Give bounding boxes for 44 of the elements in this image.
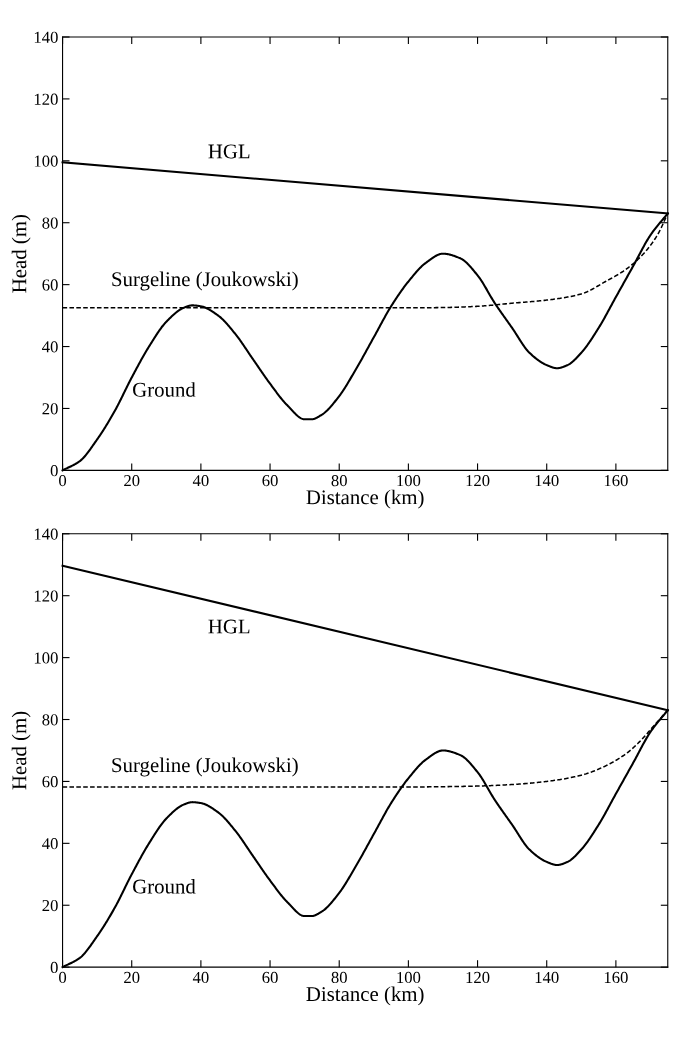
x-tick-label: 160 [604, 971, 628, 984]
annotation: Ground [133, 382, 196, 397]
y-tick-label: 80 [42, 217, 58, 229]
y-tick-label: 40 [42, 341, 58, 353]
annotation: Ground [133, 878, 196, 894]
y-tick-label: 120 [34, 590, 58, 602]
y-tick-label: 100 [34, 155, 58, 167]
x-tick-label: 20 [124, 971, 140, 984]
y-axis-title: Head (m) [11, 711, 31, 790]
y-tick-label: 0 [50, 465, 58, 477]
x-tick-label: 60 [262, 475, 278, 487]
x-tick-label: 20 [124, 475, 140, 487]
x-tick-label: 60 [262, 971, 278, 984]
y-tick-label: 120 [34, 93, 58, 105]
x-tick-label: 40 [192, 971, 209, 984]
y-axis-title: Head (m) [11, 214, 31, 293]
x-tick-label: 140 [535, 475, 559, 487]
annotation: HGL [208, 144, 250, 159]
x-tick-label: 100 [397, 971, 421, 984]
annotation: Surgeline (Joukowski) [112, 271, 298, 291]
y-tick-label: 0 [50, 961, 58, 974]
y-tick-label: 140 [34, 31, 58, 43]
x-tick-label: 40 [192, 475, 209, 487]
x-tick-label: 120 [466, 475, 490, 487]
x-tick-label: 0 [59, 971, 67, 984]
y-tick-label: 60 [42, 279, 58, 291]
x-tick-label: 100 [397, 475, 421, 487]
y-tick-label: 80 [42, 714, 58, 726]
y-tick-label: 60 [42, 776, 58, 788]
x-axis-title: Distance (km) [306, 489, 424, 509]
y-tick-label: 40 [42, 838, 58, 850]
x-tick-label: 80 [331, 971, 347, 984]
x-axis-title: Distance (km) [306, 986, 424, 1006]
x-tick-label: 0 [59, 475, 67, 487]
y-tick-label: 140 [34, 528, 58, 540]
y-tick-label: 20 [42, 899, 58, 912]
x-tick-label: 120 [466, 971, 490, 984]
y-tick-label: 100 [34, 652, 58, 664]
x-tick-label: 160 [604, 475, 628, 487]
x-tick-label: 140 [535, 971, 559, 984]
annotation: Surgeline (Joukowski) [112, 757, 298, 777]
x-tick-label: 80 [331, 475, 347, 487]
annotation: HGL [208, 619, 250, 634]
y-tick-label: 20 [42, 403, 58, 415]
